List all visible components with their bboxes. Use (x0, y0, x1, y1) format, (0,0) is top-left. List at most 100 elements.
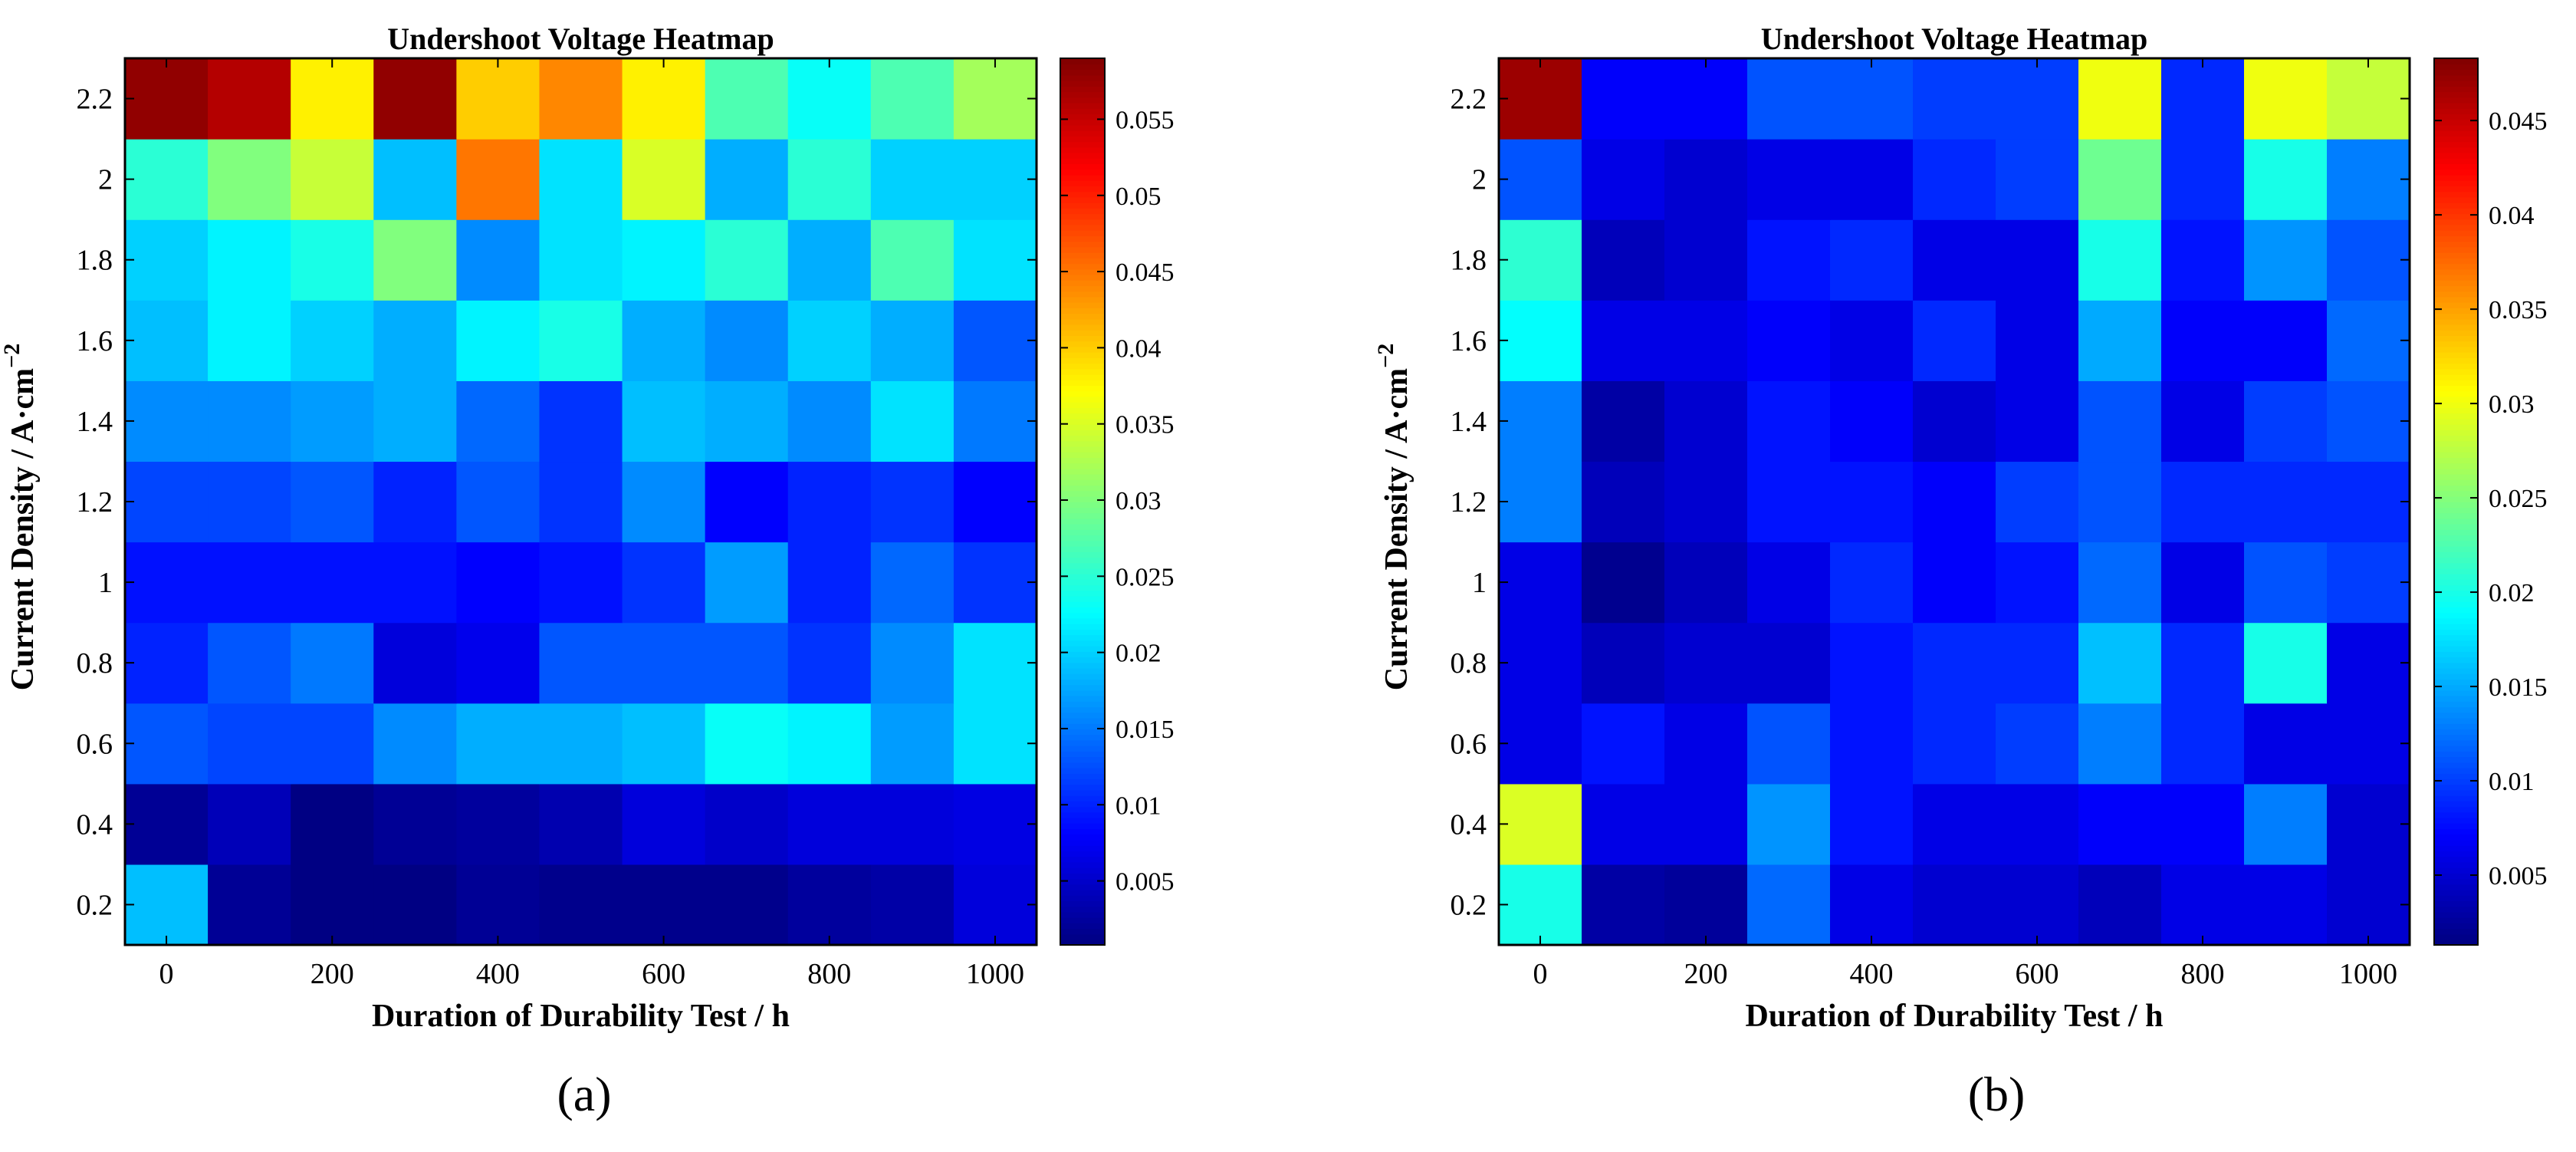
heatmap-cell (787, 58, 872, 140)
colorbar-segment (2434, 717, 2478, 724)
colorbar-segment (2434, 623, 2478, 630)
colorbar-segment (2434, 806, 2478, 813)
colorbar-segment (1060, 889, 1105, 896)
heatmap-cell (291, 219, 374, 301)
heatmap-cell (456, 380, 540, 462)
colorbar-segment (1060, 778, 1105, 785)
heatmap-cell (705, 864, 789, 946)
colorbar-segment (2434, 368, 2478, 375)
colorbar-segment (1060, 146, 1105, 153)
colorbar-segment (1060, 545, 1105, 552)
colorbar-segment (1060, 712, 1105, 719)
colorbar-segment (1060, 130, 1105, 137)
heatmap-cell (1913, 139, 1996, 220)
colorbar-segment (2434, 258, 2478, 265)
colorbar-segment (1060, 163, 1105, 170)
heatmap-cell (125, 300, 209, 381)
colorbar-segment (1060, 213, 1105, 220)
heatmap-cell (1582, 58, 1665, 140)
x-tick-label: 0 (1533, 958, 1548, 990)
heatmap-cell (1913, 622, 1996, 704)
colorbar-segment (1060, 844, 1105, 851)
colorbar-segment (2434, 695, 2478, 702)
colorbar-segment (1060, 717, 1105, 724)
panel-label-b: (b) (1967, 1067, 2026, 1121)
colorbar-segment (2434, 224, 2478, 231)
colorbar-segment (2434, 186, 2478, 193)
colorbar-segment (2434, 219, 2478, 225)
heatmap-cell (1996, 864, 2079, 946)
colorbar-tick-label: 0.025 (1116, 563, 1175, 591)
heatmap-cell (1499, 380, 1582, 462)
colorbar-segment (2434, 313, 2478, 320)
colorbar-segment (1060, 490, 1105, 497)
heatmap-cell (622, 622, 706, 704)
heatmap-cell (539, 864, 623, 946)
colorbar-segment (2434, 440, 2478, 447)
colorbar-segment (1060, 906, 1105, 913)
heatmap-cell (125, 541, 209, 624)
colorbar-segment (1060, 423, 1105, 430)
y-tick-label: 2.2 (1451, 84, 1487, 116)
colorbar-segment (2434, 518, 2478, 525)
colorbar-segment (2434, 374, 2478, 380)
heatmap-cell (1747, 461, 1831, 543)
heatmap-cell (2161, 380, 2245, 462)
colorbar-segment (2434, 557, 2478, 564)
heatmap-cell (2327, 622, 2410, 704)
colorbar-tick-label: 0.045 (1116, 258, 1175, 287)
colorbar-segment (1060, 756, 1105, 763)
heatmap-cell (208, 380, 291, 462)
colorbar-segment (1060, 114, 1105, 120)
y-tick-label: 1.2 (1451, 486, 1487, 518)
heatmap-cell (1996, 541, 2079, 624)
colorbar-segment (2434, 612, 2478, 619)
colorbar-segment (1060, 795, 1105, 801)
heatmap-cell (1913, 219, 1996, 301)
y-tick-label: 1.8 (77, 245, 113, 277)
colorbar-tick-label: 0.05 (1116, 183, 1162, 211)
colorbar-segment (2434, 318, 2478, 325)
panel-label-a: (a) (557, 1067, 612, 1121)
heatmap-cell (1830, 461, 1914, 543)
heatmap-cell (870, 58, 955, 140)
heatmap-cell (2078, 783, 2162, 865)
heatmap-cell (1747, 380, 1831, 462)
colorbar-segment (1060, 861, 1105, 868)
colorbar-segment (1060, 645, 1105, 652)
colorbar-segment (1060, 867, 1105, 874)
colorbar-segment (1060, 679, 1105, 686)
x-tick-label: 200 (310, 958, 354, 990)
colorbar-segment (2434, 817, 2478, 824)
colorbar-segment (2434, 330, 2478, 337)
colorbar-segment (2434, 739, 2478, 746)
heatmap-cell (2244, 58, 2328, 140)
heatmap-cell (2161, 139, 2245, 220)
colorbar-segment (2434, 507, 2478, 514)
heatmap-cell (373, 380, 457, 462)
colorbar-segment (2434, 351, 2478, 358)
heatmap-cell (2078, 58, 2162, 140)
colorbar-tick-label: 0.055 (1116, 106, 1175, 134)
colorbar-segment (2434, 701, 2478, 708)
colorbar-segment (1060, 119, 1105, 126)
heatmap-cell (1664, 783, 1748, 865)
heatmap-cell (787, 541, 872, 624)
heatmap-cell (1582, 703, 1665, 785)
colorbar-segment (1060, 308, 1105, 314)
colorbar-segment (2434, 473, 2478, 480)
colorbar-segment (2434, 673, 2478, 680)
colorbar-segment (1060, 418, 1105, 425)
colorbar-segment (1060, 368, 1105, 375)
heatmap-cell (291, 541, 374, 624)
colorbar-tick-label: 0.03 (1116, 487, 1162, 515)
x-tick-label: 800 (807, 958, 851, 990)
heatmap-cell (787, 703, 872, 785)
colorbar-segment (2434, 684, 2478, 691)
colorbar-segment (1060, 136, 1105, 143)
heatmap-cell (1664, 622, 1748, 704)
heatmap-cell (1664, 864, 1748, 946)
colorbar-segment (1060, 390, 1105, 397)
heatmap-cell (125, 380, 209, 462)
colorbar-segment (1060, 374, 1105, 380)
